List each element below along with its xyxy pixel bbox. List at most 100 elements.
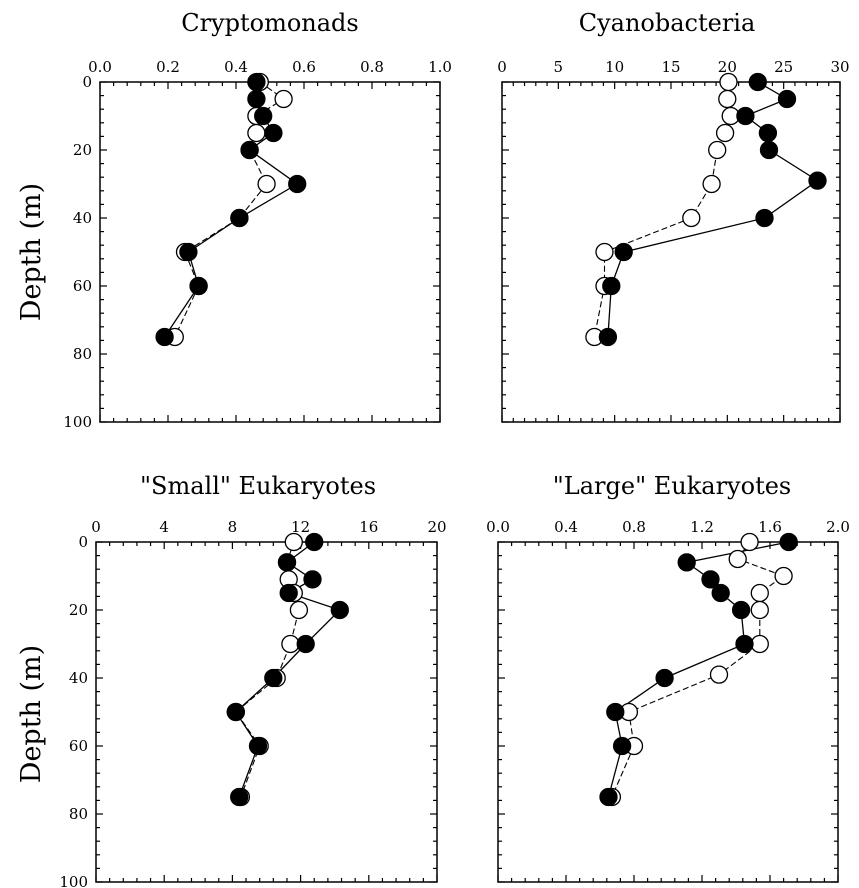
plot-frame xyxy=(95,541,438,883)
data-point-filled xyxy=(779,532,798,552)
x-tick-label: 0.8 xyxy=(622,518,646,536)
y-axis-title-bottom: Depth (m) xyxy=(16,645,47,783)
y-tick-label: 60 xyxy=(73,277,92,295)
x-tick-label: 20 xyxy=(718,58,737,76)
data-point-filled xyxy=(606,702,625,722)
panel-cyanobacteria: Cyanobacteria 0 5 10 15 20 25 30 xyxy=(497,9,850,423)
x-tick-label: 2.0 xyxy=(826,518,850,536)
data-point-filled xyxy=(612,736,632,756)
data-point-filled xyxy=(277,553,297,572)
data-point-filled xyxy=(179,242,198,262)
x-tick-label: 0 xyxy=(497,58,507,76)
x-tick-label: 10 xyxy=(605,58,624,76)
data-point-filled xyxy=(711,583,730,603)
data-point-open xyxy=(247,123,266,143)
data-point-filled xyxy=(303,570,322,589)
data-point-open xyxy=(284,532,303,552)
data-point-filled xyxy=(254,106,273,126)
series-line-filled xyxy=(234,541,342,798)
data-point-filled xyxy=(655,668,674,688)
y-tick-label: 0 xyxy=(78,533,88,551)
data-point-open xyxy=(750,583,769,603)
y-tick-label: 80 xyxy=(69,805,88,823)
data-point-filled xyxy=(777,89,797,109)
y-tick-label: 0 xyxy=(82,73,92,91)
x-tick-label: 30 xyxy=(830,58,849,76)
data-point-open xyxy=(709,665,729,684)
plot-frame xyxy=(501,81,841,423)
data-point-filled xyxy=(247,72,266,92)
x-tick-label: 0.4 xyxy=(554,518,578,536)
plot-frame xyxy=(99,81,441,423)
data-point-open xyxy=(595,242,614,262)
series-line-filled xyxy=(164,82,299,338)
data-point-open xyxy=(289,600,309,620)
x-tick-label: 4 xyxy=(159,518,169,536)
x-tick-label: 0.6 xyxy=(292,58,316,76)
panel-title: "Large" Eukaryotes xyxy=(553,472,791,500)
data-point-filled xyxy=(155,327,174,347)
plot-frame xyxy=(497,541,839,883)
data-point-open xyxy=(750,600,769,620)
data-point-filled xyxy=(230,787,249,807)
data-point-filled xyxy=(598,327,618,347)
data-point-open xyxy=(257,174,276,194)
data-point-filled xyxy=(230,208,249,228)
panel-title: Cyanobacteria xyxy=(579,9,756,37)
data-point-filled xyxy=(758,123,778,143)
data-point-open xyxy=(682,208,701,228)
data-point-filled xyxy=(755,208,774,228)
y-axis-title-top: Depth (m) xyxy=(16,183,47,321)
y-tick-label: 40 xyxy=(73,209,92,227)
x-tick-label: 0.0 xyxy=(486,518,510,536)
y-tick-label: 40 xyxy=(69,669,88,687)
x-tick-label: 0.8 xyxy=(360,58,384,76)
panel-large-eukaryotes: "Large" Eukaryotes 0.0 0.4 0.8 1.2 1.6 2.0 xyxy=(486,472,850,883)
data-point-filled xyxy=(240,140,259,160)
data-point-open xyxy=(708,140,727,160)
data-point-open xyxy=(281,634,300,654)
x-tick-label: 25 xyxy=(774,58,793,76)
data-point-open xyxy=(702,174,721,194)
y-tick-label: 100 xyxy=(63,413,92,431)
data-point-filled xyxy=(279,583,298,603)
data-point-filled xyxy=(288,174,307,194)
data-point-filled xyxy=(226,702,245,722)
y-tick-label: 20 xyxy=(73,141,92,159)
y-tick-label: 100 xyxy=(59,873,88,888)
data-point-filled xyxy=(731,600,751,620)
series-line-open xyxy=(611,541,785,798)
data-point-open xyxy=(728,549,747,569)
data-point-open xyxy=(274,89,293,109)
data-point-filled xyxy=(264,668,283,688)
data-point-open xyxy=(718,89,737,109)
data-point-filled xyxy=(736,106,755,126)
x-tick-label: 8 xyxy=(228,518,238,536)
x-tick-label: 1.6 xyxy=(758,518,782,536)
data-point-open xyxy=(774,566,793,586)
x-tick-label: 0 xyxy=(91,518,101,536)
panel-cryptomonads: Cryptomonads 0.0 0.2 0.4 0.6 0.8 1.0 0 20 40 60 80… xyxy=(63,9,452,431)
data-point-open xyxy=(740,532,759,552)
data-point-filled xyxy=(264,123,283,143)
series-line-open xyxy=(174,81,285,338)
data-point-filled xyxy=(614,242,633,262)
data-point-filled xyxy=(599,787,618,807)
series-line-open xyxy=(593,81,732,338)
data-point-filled xyxy=(735,634,754,654)
series-line-filled xyxy=(607,81,819,338)
data-point-filled xyxy=(602,276,621,296)
x-tick-label: 1.0 xyxy=(428,58,452,76)
x-tick-label: 16 xyxy=(359,518,378,536)
panel-title: "Small" Eukaryotes xyxy=(140,472,376,500)
data-point-filled xyxy=(247,89,266,109)
data-point-open xyxy=(715,123,735,143)
data-point-filled xyxy=(748,72,767,92)
panel-title: Cryptomonads xyxy=(181,9,359,37)
x-tick-label: 0.4 xyxy=(224,58,248,76)
data-point-open xyxy=(719,72,738,92)
y-tick-label: 20 xyxy=(69,601,88,619)
data-point-filled xyxy=(759,140,779,160)
data-point-filled xyxy=(305,532,324,552)
